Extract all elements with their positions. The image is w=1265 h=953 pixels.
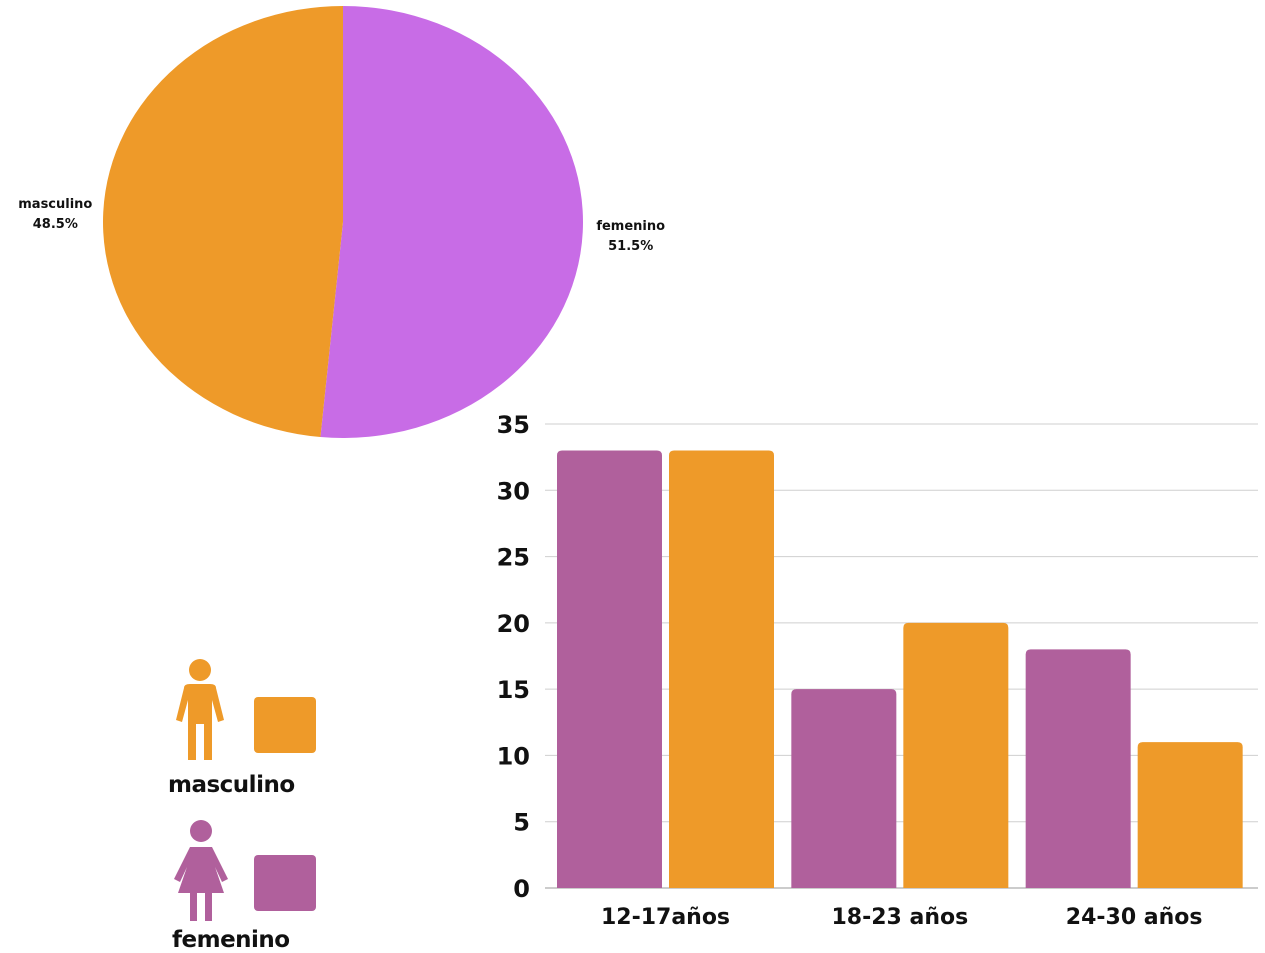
legend-swatch-masculino (254, 697, 316, 753)
y-tick-label: 30 (497, 477, 530, 505)
female-person-icon (174, 820, 228, 921)
bar-femenino-2 (1025, 649, 1131, 888)
legend-label-femenino: femenino (172, 927, 290, 953)
pie-slice-masculino (103, 6, 343, 438)
legend-swatch-femenino (254, 855, 316, 911)
y-tick-label: 0 (513, 875, 530, 903)
legend: masculino femenino (160, 650, 340, 953)
bar-masculino-1 (903, 622, 1009, 888)
bar-masculino-0 (669, 450, 774, 888)
bar-femenino-1 (791, 689, 897, 888)
y-tick-label: 25 (497, 544, 530, 572)
pie-value-masculino: 48.5% (33, 217, 78, 232)
x-tick-label: 18-23 años (831, 905, 968, 930)
bar-masculino-2 (1137, 742, 1243, 888)
x-tick-label: 12-17años (601, 905, 730, 930)
y-tick-label: 15 (497, 676, 530, 704)
bar-femenino-0 (557, 450, 662, 888)
pie-value-femenino: 51.5% (608, 239, 653, 254)
x-tick-label: 24-30 años (1066, 905, 1203, 930)
pie-label-masculino: masculino (18, 197, 92, 212)
y-tick-label: 10 (497, 742, 530, 770)
y-tick-label: 35 (497, 411, 530, 439)
male-person-icon (176, 659, 224, 760)
legend-label-masculino: masculino (168, 772, 295, 798)
pie-slice-femenino (320, 6, 584, 439)
pie-label-femenino: femenino (596, 219, 665, 234)
y-tick-label: 20 (497, 610, 530, 638)
y-tick-label: 5 (513, 809, 530, 837)
